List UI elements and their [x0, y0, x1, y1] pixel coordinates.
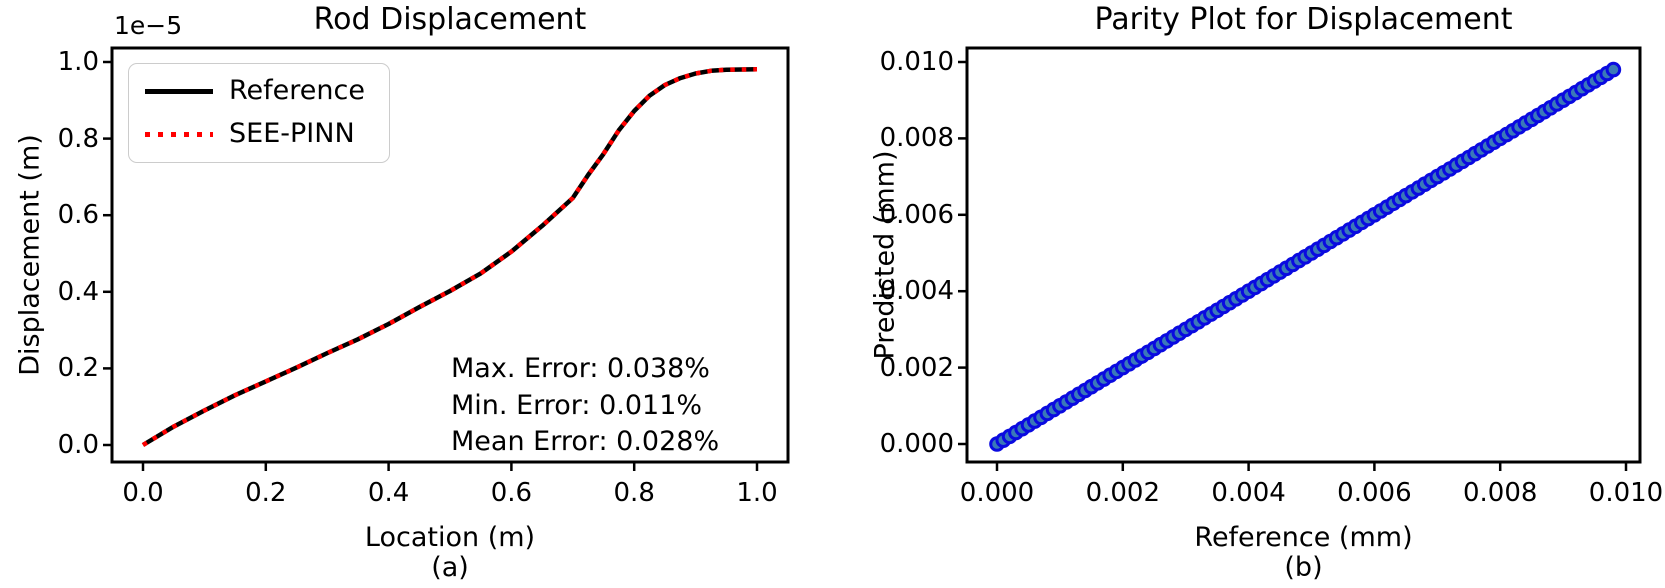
error-annotation-block: Max. Error: 0.038% Min. Error: 0.011% Me… — [451, 351, 719, 461]
x-tick-label: 0.6 — [490, 478, 533, 508]
right-axes — [958, 46, 1642, 471]
left-axes — [103, 46, 790, 471]
legend-entry-see-pinn: SEE-PINN — [129, 119, 389, 149]
x-tick-label: 0.000 — [959, 478, 1035, 508]
axes-spines — [965, 46, 1642, 464]
y-tick-label: 0.004 — [879, 276, 954, 307]
x-tick-label: 0.8 — [613, 478, 655, 508]
y-tick-label: 1.0 — [57, 47, 99, 77]
y-tick-label: 0.6 — [57, 200, 99, 231]
x-tick-label: 0.006 — [1337, 478, 1412, 508]
legend-label-reference: Reference — [229, 75, 365, 106]
x-tick-label: 1.0 — [736, 478, 778, 508]
right-plot-title: Parity Plot for Displacement — [1094, 2, 1513, 37]
reference-line-sample — [145, 89, 213, 94]
y-tick-label: 0.008 — [879, 123, 954, 154]
max-error-text: Max. Error: 0.038% — [451, 353, 710, 384]
x-tick-label: 0.004 — [1211, 478, 1286, 508]
left-subcaption: (a) — [431, 552, 469, 583]
x-tick-label: 0.002 — [1085, 478, 1161, 508]
y-tick-label: 0.4 — [57, 276, 99, 307]
x-tick-label: 0.010 — [1588, 478, 1664, 508]
right-x-axis-label: Reference (mm) — [1194, 522, 1413, 553]
y-tick-label: 0.8 — [57, 123, 99, 154]
mean-error-text: Mean Error: 0.028% — [451, 426, 720, 457]
y-tick-label: 0.000 — [879, 429, 954, 459]
scatter-point — [1605, 61, 1622, 78]
right-y-axis-label: Predicted (mm) — [869, 150, 901, 360]
legend-entry-reference: Reference — [129, 76, 389, 106]
y-tick-label: 0.002 — [879, 352, 954, 383]
legend-box: Reference SEE-PINN — [128, 63, 390, 163]
legend-label-see-pinn: SEE-PINN — [229, 118, 355, 149]
y-tick-label: 0.2 — [57, 353, 99, 384]
x-tick-label: 0.0 — [122, 478, 164, 508]
right-subcaption: (b) — [1284, 552, 1323, 583]
min-error-text: Min. Error: 0.011% — [451, 389, 703, 421]
x-tick-label: 0.2 — [245, 478, 287, 508]
left-plot-title: Rod Displacement — [313, 2, 587, 37]
see-pinn-curve — [141, 67, 758, 447]
y-tick-label: 0.010 — [879, 47, 954, 77]
see-pinn-line-sample — [145, 132, 213, 137]
left-x-axis-label: Location (m) — [364, 522, 536, 553]
parity-scatter-points — [989, 61, 1622, 452]
x-tick-label: 0.008 — [1462, 478, 1538, 508]
y-tick-label: 0.0 — [57, 430, 99, 460]
left-y-axis-offset-text: 1e−5 — [114, 11, 183, 40]
y-tick-label: 0.006 — [879, 199, 954, 230]
axes-spines — [110, 46, 790, 464]
x-tick-label: 0.4 — [367, 478, 410, 508]
left-y-axis-label: Displacement (m) — [14, 134, 46, 376]
